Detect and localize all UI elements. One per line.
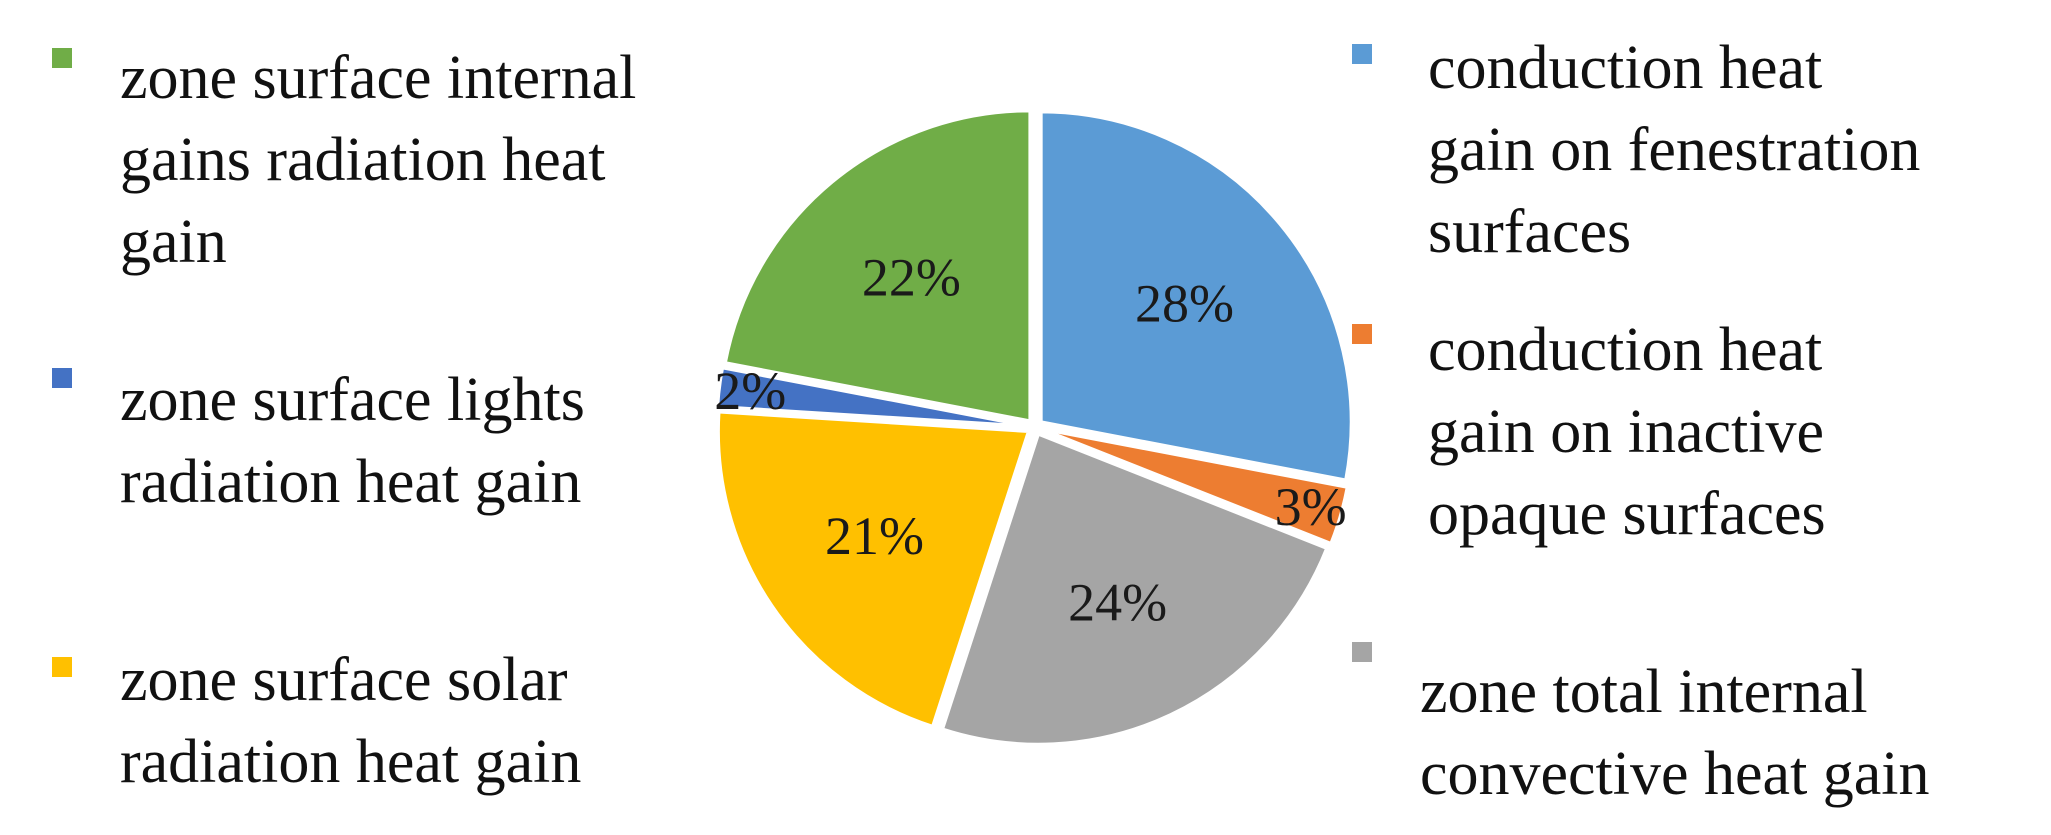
legend-label-line: opaque surfaces: [1428, 480, 1826, 548]
data-label-zone-total-internal-convective-heat-gain: 24%: [1068, 573, 1167, 633]
legend-label-line: zone total internal: [1420, 658, 1868, 726]
legend-item-zone-surface-lights-radiation-heat-gain: zone surface lights radiation heat gain: [52, 366, 585, 516]
legend-label-line: zone surface lights: [120, 366, 585, 434]
legend-marker: [52, 368, 72, 388]
pie-slice-zone-total-internal-convective-heat-gain: [940, 432, 1329, 746]
legend: conduction heat gain on fenestration surfa…: [52, 34, 1930, 808]
legend-label-line: convective heat gain: [1420, 740, 1930, 808]
data-label-zone-surface-lights-radiation-heat-gain: 2%: [714, 361, 786, 421]
legend-marker: [1352, 44, 1372, 64]
legend-marker: [52, 657, 72, 677]
legend-label-line: zone surface solar: [120, 646, 568, 714]
legend-item-zone-surface-internal-gains-radiation-heat-gain: zone surface internal gains radiation hea…: [52, 44, 636, 276]
pie-percent-labels: 28% 3% 24% 21% 2% 22%: [714, 248, 1346, 633]
legend-marker: [1352, 324, 1372, 344]
legend-label-line: zone surface internal: [120, 44, 636, 112]
data-label-zone-surface-internal-gains-radiation-heat-gain: 22%: [862, 248, 961, 308]
data-label-zone-surface-solar-radiation-heat-gain: 21%: [825, 506, 924, 566]
pie-slice-zone-surface-solar-radiation-heat-gain: [716, 410, 1031, 729]
legend-label-line: gain on fenestration: [1428, 116, 1920, 184]
legend-label-line: conduction heat: [1428, 316, 1822, 384]
pie-slice-zone-surface-lights-radiation-heat-gain: [716, 366, 1028, 428]
pie-slice-zone-surface-internal-gains-radiation-heat-gain: [723, 109, 1032, 423]
legend-marker: [52, 48, 72, 68]
legend-label-line: gains radiation heat: [120, 126, 606, 194]
legend-item-zone-surface-solar-radiation-heat-gain: zone surface solar radiation heat gain: [52, 646, 581, 796]
pie-slice-conduction-heat-gain-on-fenestration-surfaces: [1039, 110, 1353, 482]
legend-item-conduction-heat-gain-on-fenestration-surfaces: conduction heat gain on fenestration surfa…: [1352, 34, 1920, 266]
legend-item-zone-total-internal-convective-heat-gain: zone total internal convective heat gain: [1352, 642, 1930, 808]
pie-slices: [716, 109, 1353, 746]
legend-label-line: radiation heat gain: [120, 448, 581, 516]
legend-label-line: gain on inactive: [1428, 398, 1824, 466]
legend-item-conduction-heat-gain-on-inactive-opaque-surfaces: conduction heat gain on inactive opaque su…: [1352, 316, 1826, 548]
data-label-conduction-heat-gain-on-inactive-opaque-surfaces: 3%: [1275, 477, 1347, 537]
legend-label-line: surfaces: [1428, 198, 1631, 266]
pie-slice-conduction-heat-gain-on-inactive-opaque-surfaces: [1042, 427, 1349, 546]
legend-marker: [1352, 642, 1372, 662]
legend-label-line: radiation heat gain: [120, 728, 581, 796]
legend-label-line: conduction heat: [1428, 34, 1822, 102]
legend-label-line: gain: [120, 208, 227, 276]
data-label-conduction-heat-gain-on-fenestration-surfaces: 28%: [1135, 273, 1234, 333]
